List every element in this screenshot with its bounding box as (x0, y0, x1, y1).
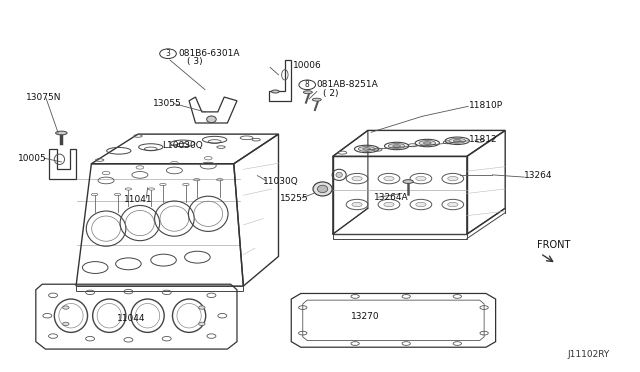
Ellipse shape (424, 142, 431, 144)
Ellipse shape (449, 138, 466, 143)
Text: 13264A: 13264A (374, 193, 409, 202)
Ellipse shape (336, 172, 342, 177)
Ellipse shape (198, 306, 205, 309)
Ellipse shape (419, 141, 436, 145)
Text: 11041: 11041 (124, 195, 152, 204)
Ellipse shape (271, 90, 279, 93)
Text: 13264: 13264 (524, 171, 553, 180)
Text: 13055: 13055 (153, 99, 181, 108)
Ellipse shape (317, 185, 328, 193)
Ellipse shape (352, 176, 362, 181)
Ellipse shape (303, 91, 312, 94)
Ellipse shape (352, 202, 362, 207)
Text: 15255: 15255 (280, 195, 308, 203)
Ellipse shape (384, 202, 394, 207)
Ellipse shape (63, 306, 69, 309)
Ellipse shape (358, 147, 375, 151)
Ellipse shape (363, 148, 371, 150)
Text: 081AB-8251A: 081AB-8251A (317, 80, 378, 89)
Ellipse shape (388, 144, 405, 148)
Text: J11102RY: J11102RY (567, 350, 609, 359)
Text: 11030Q: 11030Q (262, 177, 298, 186)
Ellipse shape (416, 202, 426, 207)
Ellipse shape (416, 176, 426, 181)
Text: 10006: 10006 (293, 61, 322, 70)
Ellipse shape (384, 176, 394, 181)
Ellipse shape (56, 131, 67, 135)
Ellipse shape (207, 116, 216, 123)
Text: 11812: 11812 (469, 135, 498, 144)
Text: 081B6-6301A: 081B6-6301A (178, 49, 240, 58)
Ellipse shape (454, 140, 461, 142)
Text: L10030Q: L10030Q (163, 141, 203, 151)
Ellipse shape (403, 180, 413, 183)
Text: 8: 8 (305, 80, 310, 89)
Ellipse shape (198, 322, 205, 326)
Text: FRONT: FRONT (537, 240, 570, 250)
Text: 13075N: 13075N (26, 93, 61, 102)
Ellipse shape (312, 98, 321, 101)
Text: 13270: 13270 (351, 312, 380, 321)
Text: 10005: 10005 (18, 154, 47, 163)
Text: 3: 3 (166, 49, 170, 58)
Ellipse shape (313, 182, 332, 196)
Text: ( 3): ( 3) (187, 57, 203, 66)
Text: ( 2): ( 2) (323, 89, 339, 98)
Ellipse shape (63, 322, 69, 326)
Ellipse shape (448, 176, 458, 181)
Text: 11044: 11044 (117, 314, 145, 323)
Ellipse shape (393, 145, 401, 147)
Text: 11810P: 11810P (469, 101, 504, 110)
Ellipse shape (448, 202, 458, 207)
